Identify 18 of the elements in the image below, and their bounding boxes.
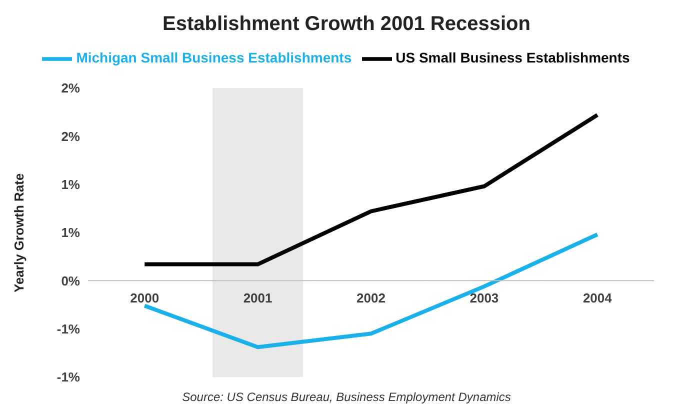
chart-title: Establishment Growth 2001 Recession: [162, 12, 532, 37]
y-tick-label: 1%: [61, 225, 80, 240]
x-tick-label: 2000: [130, 290, 160, 306]
x-tick-label: 2002: [356, 290, 386, 306]
y-tick-label: -1%: [56, 370, 80, 385]
x-tick-label: 2003: [470, 290, 499, 306]
legend-label: Michigan Small Business Establishments: [76, 50, 352, 66]
y-tick-label: 2%: [61, 128, 80, 144]
x-tick-label: 2004: [582, 290, 613, 306]
line-series: [142, 112, 600, 266]
y-tick-label: 0%: [61, 273, 80, 288]
legend-label: US Small Business Establishments: [396, 50, 630, 66]
x-tick-label: 2001: [243, 290, 272, 306]
y-tick-label: 2%: [61, 80, 80, 96]
y-axis-title: Yearly Growth Rate: [12, 173, 27, 292]
y-tick-label: -1%: [56, 321, 80, 336]
source-note: Source: US Census Bureau, Business Employment Dynamics: [181, 390, 512, 404]
y-tick-label: 1%: [61, 176, 80, 192]
